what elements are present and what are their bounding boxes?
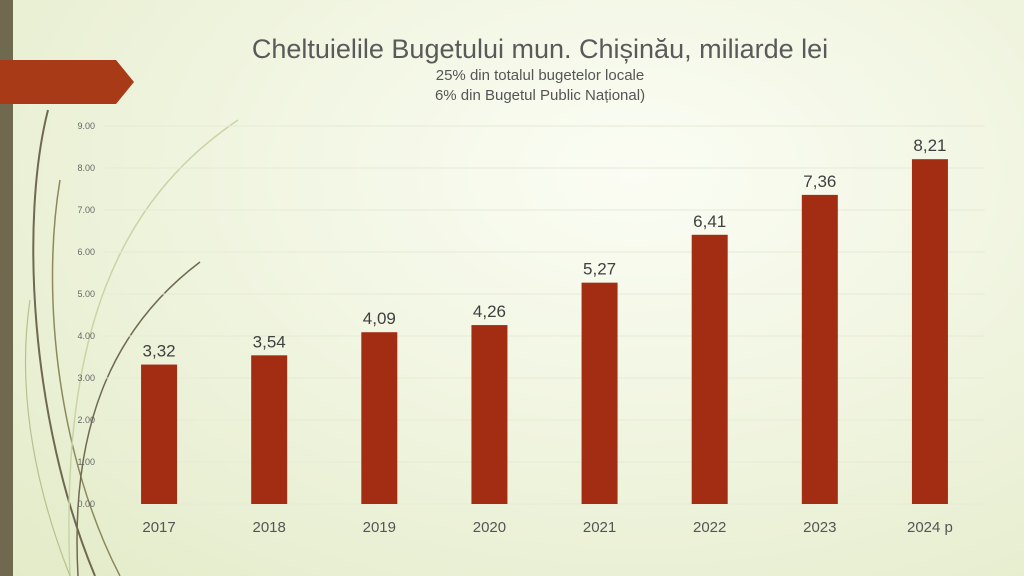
x-tick-label: 2017: [142, 519, 175, 536]
y-tick-label: 3.00: [77, 373, 95, 383]
bar: [691, 234, 728, 504]
y-tick-label: 2.00: [77, 415, 95, 425]
left-accent-bar: [0, 0, 13, 576]
x-tick-label: 2019: [363, 519, 396, 536]
bar: [141, 364, 178, 504]
x-tick-label: 2023: [803, 519, 836, 536]
x-tick-label: 2020: [473, 519, 506, 536]
x-tick-label: 2022: [693, 519, 726, 536]
y-tick-label: 9.00: [77, 121, 95, 131]
data-label: 7,36: [803, 172, 836, 191]
data-label: 4,09: [363, 309, 396, 328]
y-tick-label: 4.00: [77, 331, 95, 341]
data-label: 8,21: [913, 136, 946, 155]
y-tick-label: 1.00: [77, 457, 95, 467]
y-tick-label: 7.00: [77, 205, 95, 215]
chart-subtitle-line1: 25% din totalul bugetelor locale: [435, 67, 645, 84]
x-tick-label: 2024 p: [907, 519, 953, 536]
bar: [581, 282, 618, 504]
arrow-tab-shape: [0, 60, 134, 104]
data-label: 3,54: [253, 332, 286, 351]
bar: [801, 194, 838, 504]
data-label: 6,41: [693, 212, 726, 231]
bar: [911, 159, 948, 504]
y-tick-label: 0.00: [77, 499, 95, 509]
data-label: 5,27: [583, 260, 616, 279]
x-tick-label: 2021: [583, 519, 616, 536]
bar: [361, 332, 398, 504]
chart-title: Cheltuielile Bugetului mun. Chișinău, mi…: [251, 34, 829, 64]
y-tick-label: 6.00: [77, 247, 95, 257]
bar: [471, 325, 508, 504]
title-block: Cheltuielile Bugetului mun. Chișinău, mi…: [0, 32, 1024, 106]
y-tick-label: 5.00: [77, 289, 95, 299]
x-tick-label: 2018: [253, 519, 286, 536]
data-label: 4,26: [473, 302, 506, 321]
y-tick-label: 8.00: [77, 163, 95, 173]
decorative-swooshes: [24, 109, 239, 576]
chart-subtitle-line2: 6% din Bugetul Public Național): [434, 87, 646, 104]
data-label: 3,32: [143, 342, 176, 361]
bar: [251, 355, 288, 504]
